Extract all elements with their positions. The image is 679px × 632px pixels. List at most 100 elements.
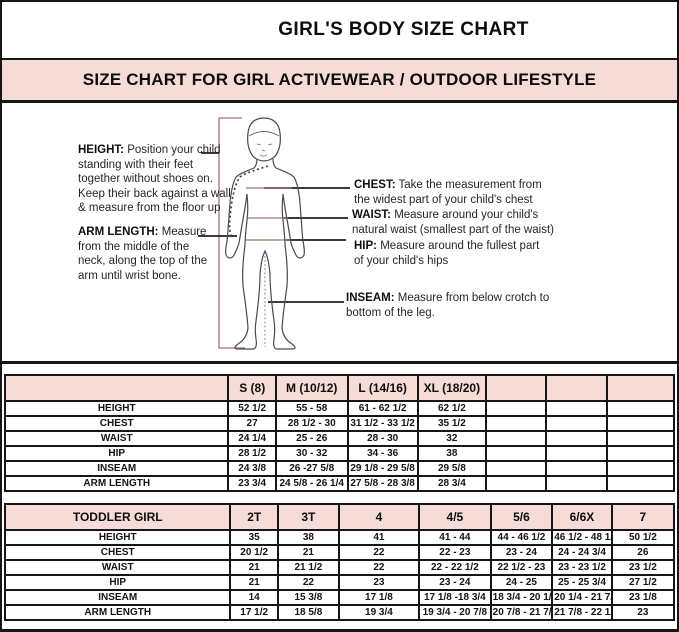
table-cell: 44 - 46 1/2 xyxy=(489,529,554,546)
table-cell: 31 1/2 - 33 1/2 xyxy=(346,415,419,432)
table-cell xyxy=(544,475,609,492)
row-label: HEIGHT xyxy=(3,400,230,417)
table-cell: 20 1/2 xyxy=(229,544,279,561)
height-annotation-text: Position your child standing with their … xyxy=(78,144,231,214)
row-label: HIP xyxy=(3,574,232,591)
toddler-size-table: TODDLER GIRL 2T 3T 4 4/5 5/6 6/6X 7 HEIGHT 35 38 4… xyxy=(3,503,676,621)
arm-length-annotation-label: ARM LENGTH: xyxy=(78,226,159,238)
table-cell: 15 3/8 xyxy=(276,589,340,606)
table-cell xyxy=(484,415,547,432)
banner-text: SIZE CHART FOR GIRL ACTIVEWEAR / OUTDOOR… xyxy=(82,70,597,89)
table-cell: 22 - 23 xyxy=(418,544,492,561)
table-cell: 24 - 25 xyxy=(489,574,554,591)
table-cell xyxy=(484,460,547,477)
chest-annotation-text: Take the measurement from the widest par… xyxy=(354,179,542,206)
table-row: HEIGHT 35 38 41 41 - 44 44 - 46 1/2 46 1/2 - 4… xyxy=(3,529,676,546)
size-tables-section: S (8) M (10/12) L (14/16) XL (18/20) HEIGHT… xyxy=(2,364,677,621)
arm-length-annotation-text: Measure from the middle of the neck, alo… xyxy=(78,226,208,282)
child-figure-illustration xyxy=(198,117,350,350)
column-header xyxy=(544,374,609,402)
table-cell: 28 - 30 xyxy=(346,430,419,447)
girl-size-table: S (8) M (10/12) L (14/16) XL (18/20) HEIGHT… xyxy=(3,374,675,492)
table-cell xyxy=(484,400,547,417)
row-label: INSEAM xyxy=(3,589,232,606)
waist-annotation: WAIST: Measure around your child's natur… xyxy=(352,208,594,237)
table-cell xyxy=(606,460,675,477)
table-cell: 20 1/4 - 21 7/8 xyxy=(551,589,613,606)
page-title: GIRL'S BODY SIZE CHART xyxy=(278,19,529,40)
inseam-annotation-label: INSEAM: xyxy=(346,292,395,304)
column-header: 2T xyxy=(229,503,279,531)
toddler-table-header-row: TODDLER GIRL 2T 3T 4 4/5 5/6 6/6X 7 xyxy=(3,503,676,531)
hip-annotation-label: HIP: xyxy=(354,240,377,252)
table-cell: 20 7/8 - 21 7/8 xyxy=(489,604,554,621)
column-header: 4 xyxy=(337,503,421,531)
row-label: HEIGHT xyxy=(3,529,232,546)
table-cell: 24 5/8 - 26 1/4 xyxy=(274,475,349,492)
table-cell: 22 - 22 1/2 xyxy=(418,559,492,576)
table-cell: 22 1/2 - 23 xyxy=(489,559,554,576)
table-cell: 32 xyxy=(416,430,487,447)
table-row: HIP 28 1/2 30 - 32 34 - 36 38 xyxy=(3,445,675,462)
column-header: L (14/16) xyxy=(346,374,419,402)
table-cell: 26 xyxy=(610,544,676,561)
table-cell: 23 1/2 xyxy=(610,559,676,576)
row-label: ARM LENGTH xyxy=(3,475,230,492)
table-cell: 22 xyxy=(337,559,421,576)
column-header: TODDLER GIRL xyxy=(3,503,232,531)
table-cell xyxy=(606,415,675,432)
row-label: WAIST xyxy=(3,559,232,576)
table-row: HEIGHT 52 1/2 55 - 58 61 - 62 1/2 62 1/2 xyxy=(3,400,675,417)
table-cell: 28 1/2 xyxy=(227,445,277,462)
table-cell: 46 1/2 - 48 1/2 xyxy=(551,529,613,546)
table-cell: 25 - 26 xyxy=(274,430,349,447)
figure-hairline xyxy=(248,131,280,137)
table-cell: 23 - 24 xyxy=(418,574,492,591)
table-cell xyxy=(606,430,675,447)
table-cell: 23 3/4 xyxy=(227,475,277,492)
column-header: 7 xyxy=(610,503,676,531)
table-cell: 23 1/8 xyxy=(610,589,676,606)
height-bracket-line xyxy=(218,117,245,349)
chest-annotation: CHEST: Take the measurement from the wid… xyxy=(354,178,584,207)
table-cell: 22 xyxy=(337,544,421,561)
chest-annotation-label: CHEST: xyxy=(354,179,396,191)
table-cell: 35 xyxy=(229,529,279,546)
column-header: M (10/12) xyxy=(274,374,349,402)
table-cell: 35 1/2 xyxy=(416,415,487,432)
table-row: ARM LENGTH 23 3/4 24 5/8 - 26 1/4 27 5/8 - … xyxy=(3,475,675,492)
waist-annotation-text: Measure around your child's natural wais… xyxy=(352,209,554,236)
hip-annotation-text: Measure around the fullest part of your … xyxy=(354,240,540,267)
row-label: CHEST xyxy=(3,415,230,432)
hip-annotation: HIP: Measure around the fullest part of … xyxy=(354,239,569,268)
column-header xyxy=(484,374,547,402)
table-cell: 38 xyxy=(276,529,340,546)
table-cell: 38 xyxy=(416,445,487,462)
arm-length-annotation: ARM LENGTH: Measure from the middle of t… xyxy=(78,225,228,283)
table-cell: 41 - 44 xyxy=(418,529,492,546)
banner: SIZE CHART FOR GIRL ACTIVEWEAR / OUTDOOR… xyxy=(2,60,677,103)
column-header: 6/6X xyxy=(551,503,613,531)
table-cell: 23 xyxy=(337,574,421,591)
inseam-annotation-text: Measure from below crotch to bottom of t… xyxy=(346,292,550,319)
table-cell: 18 3/4 - 20 1/4 xyxy=(489,589,554,606)
table-cell xyxy=(544,460,609,477)
table-cell: 26 -27 5/8 xyxy=(274,460,349,477)
row-label: ARM LENGTH xyxy=(3,604,232,621)
column-header xyxy=(3,374,230,402)
column-header: 4/5 xyxy=(418,503,492,531)
table-cell xyxy=(544,415,609,432)
row-label: HIP xyxy=(3,445,230,462)
table-row: CHEST 27 28 1/2 - 30 31 1/2 - 33 1/2 35 1/2 xyxy=(3,415,675,432)
table-row: WAIST 24 1/4 25 - 26 28 - 30 32 xyxy=(3,430,675,447)
table-cell: 28 3/4 xyxy=(416,475,487,492)
table-cell: 17 1/8 -18 3/4 xyxy=(418,589,492,606)
table-cell: 62 1/2 xyxy=(416,400,487,417)
table-cell: 21 7/8 - 22 1/4 xyxy=(551,604,613,621)
table-cell xyxy=(484,445,547,462)
column-header xyxy=(606,374,675,402)
table-cell: 25 - 25 3/4 xyxy=(551,574,613,591)
table-cell: 55 - 58 xyxy=(274,400,349,417)
table-row: WAIST 21 21 1/2 22 22 - 22 1/2 22 1/2 - 23 23 … xyxy=(3,559,676,576)
table-cell: 30 - 32 xyxy=(274,445,349,462)
